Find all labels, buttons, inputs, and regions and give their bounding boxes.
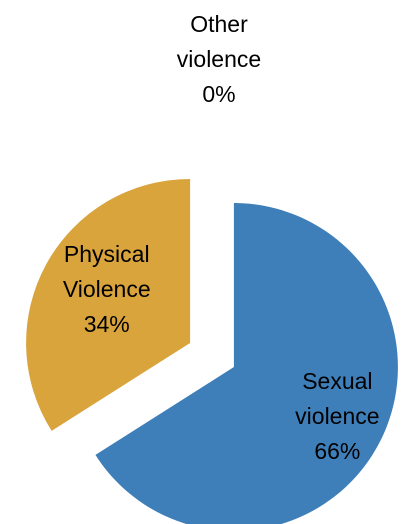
slice-label-sexual-violence: Sexual violence 66% — [295, 368, 379, 464]
slice-value-label: 0% — [202, 81, 235, 107]
pie-slice-sexual-violence — [95, 203, 398, 524]
slice-name-line: Other — [190, 11, 248, 37]
slice-name-line: Physical — [64, 241, 150, 267]
slice-value-label: 66% — [314, 438, 360, 464]
slice-labels: Sexual violence 66% Other violence 0% Physical… — [63, 11, 380, 464]
slice-value-label: 34% — [84, 311, 130, 337]
slice-name-line: violence — [177, 46, 261, 72]
slice-name-line: violence — [295, 403, 379, 429]
pie-slice-physical-violence — [26, 178, 191, 431]
slice-name-line: Violence — [63, 276, 151, 302]
slice-label-other-violence: Other violence 0% — [177, 11, 261, 107]
slice-label-physical-violence: Physical Violence 34% — [63, 241, 151, 337]
pie-slices — [26, 178, 398, 524]
slice-name-line: Sexual — [302, 368, 372, 394]
